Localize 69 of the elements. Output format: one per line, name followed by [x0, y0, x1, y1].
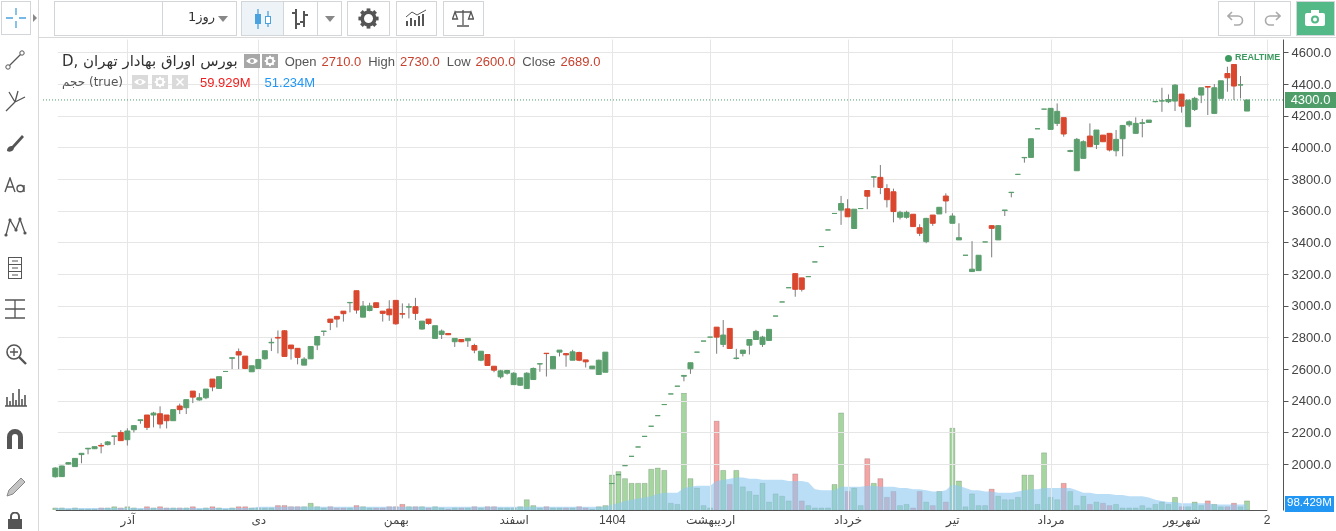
candlestick — [988, 225, 995, 258]
annotation: حجم (true) — [62, 75, 123, 89]
candlestick — [955, 222, 962, 241]
candlestick — [864, 190, 871, 210]
y-tick-label: 3400.0 — [1291, 234, 1332, 250]
y-tick-label: 3600.0 — [1291, 203, 1332, 219]
candlestick — [1060, 117, 1067, 138]
annotation: 2730.0 — [399, 53, 440, 69]
candlestick — [877, 164, 884, 195]
y-tick-label: 2000.0 — [1291, 456, 1332, 472]
candlestick — [1093, 129, 1100, 150]
text: D, بورس اوراق بهادار تهران — [62, 52, 238, 70]
x-tick-label: دی — [251, 512, 267, 527]
candlestick — [838, 195, 845, 226]
x-tick-label: تیر — [945, 512, 960, 528]
y-tick-label: 4400.0 — [1291, 76, 1332, 92]
x-tick-label: شهریور — [1162, 512, 1201, 528]
x-tick-label: بهمن — [383, 512, 409, 528]
y-tick-label: 3800.0 — [1291, 171, 1332, 187]
x-tick-label: آذر — [119, 511, 136, 528]
candlestick — [942, 192, 949, 214]
y-tick-label: 3200.0 — [1291, 266, 1332, 282]
annotation: High — [368, 53, 395, 69]
text: 1روز — [188, 9, 216, 24]
x-tick-label: 2 — [1263, 512, 1271, 527]
candlestick — [1204, 86, 1211, 116]
candlestick — [229, 357, 236, 370]
y-tick-label: 4200.0 — [1291, 108, 1332, 124]
annotation: Open — [284, 53, 317, 69]
candlestick — [353, 290, 360, 315]
candlestick — [713, 326, 720, 355]
annotation: Low — [446, 53, 471, 69]
annotation: 51.234M — [264, 74, 316, 90]
candlestick — [405, 302, 412, 319]
candlestick — [720, 319, 727, 348]
y-tick-label: 4600.0 — [1291, 44, 1332, 60]
candlestick — [726, 327, 733, 350]
candlestick — [870, 175, 877, 188]
candlestick — [923, 217, 930, 244]
x-tick-label: 1404 — [599, 512, 627, 527]
y-tick-label: 2200.0 — [1291, 424, 1332, 440]
candlestick — [851, 208, 858, 230]
annotation: 2710.0 — [321, 53, 362, 69]
text: 98.429M — [1285, 496, 1334, 513]
annotation: 59.929M — [199, 74, 251, 90]
annotation: REALTIME — [1235, 52, 1281, 62]
x-tick-label: اردیبهشت — [685, 512, 736, 528]
candlestick — [543, 352, 550, 378]
candlestick — [1086, 122, 1093, 148]
candlestick — [563, 352, 570, 368]
x-tick-label: خرداد — [834, 512, 863, 528]
candlestick — [412, 297, 419, 321]
y-tick-label: 2400.0 — [1291, 393, 1332, 409]
annotation: 2689.0 — [560, 53, 601, 69]
ref-line-label: 4300.0 — [1290, 91, 1331, 107]
x-tick-label: اسفند — [499, 512, 529, 527]
candlestick — [680, 374, 687, 382]
candlestick — [1113, 129, 1120, 157]
candlestick — [536, 363, 543, 373]
y-tick-label: 4000.0 — [1291, 139, 1332, 155]
y-tick-label: 2800.0 — [1291, 329, 1332, 345]
candlestick — [1119, 124, 1126, 157]
y-tick-label: 3000.0 — [1291, 298, 1332, 314]
candlestick — [1178, 93, 1185, 114]
x-tick-label: مرداد — [1037, 512, 1065, 528]
candlestick — [98, 442, 105, 454]
annotation: Close — [522, 53, 556, 69]
annotation: 2600.0 — [475, 53, 516, 69]
y-tick-label: 2600.0 — [1291, 361, 1332, 377]
